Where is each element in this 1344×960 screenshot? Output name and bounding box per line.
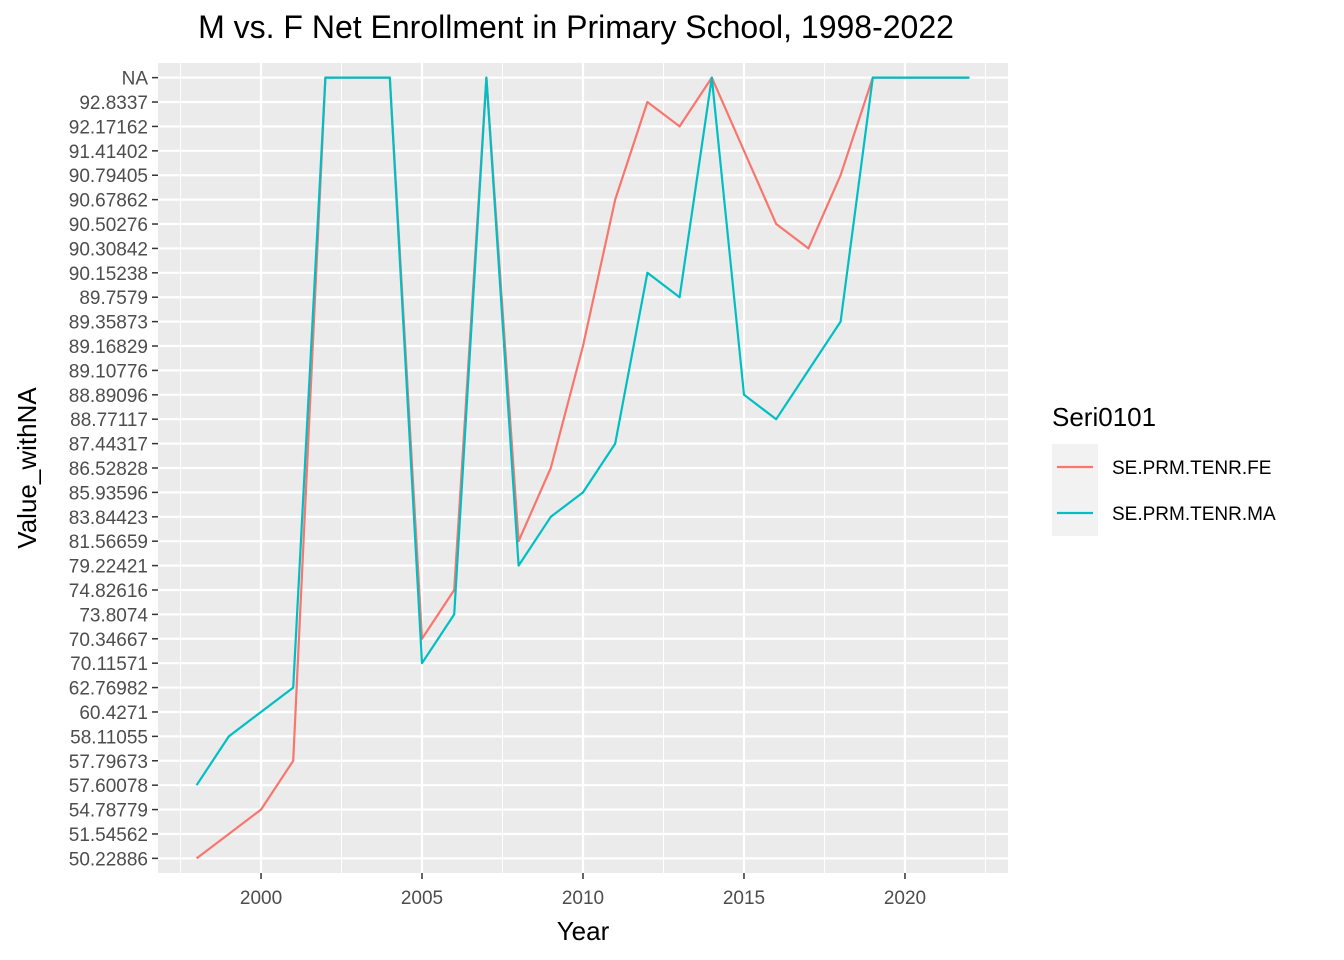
y-tick-label: 88.89096 — [69, 386, 148, 407]
x-axis-title: Year — [557, 916, 610, 946]
x-tick-label: 2020 — [884, 888, 926, 909]
y-tick-label: 88.77117 — [70, 410, 148, 431]
y-tick-label: 62.76982 — [69, 679, 148, 700]
y-tick-label: 91.41402 — [69, 142, 148, 163]
y-tick-label: 89.16829 — [69, 337, 148, 358]
y-tick-label: 90.30842 — [69, 239, 148, 260]
y-tick-label: 85.93596 — [69, 483, 148, 504]
chart-title: M vs. F Net Enrollment in Primary School… — [198, 9, 954, 45]
y-tick-label: 89.7579 — [79, 288, 148, 309]
x-tick-label: 2015 — [723, 888, 765, 909]
y-tick-label: 81.56659 — [69, 532, 148, 553]
y-tick-label: 92.17162 — [69, 117, 148, 138]
y-tick-label: 57.79673 — [69, 752, 148, 773]
x-tick-label: 2005 — [401, 888, 443, 909]
y-tick-label: 92.8337 — [79, 93, 148, 114]
y-axis-title: Value_withNA — [12, 387, 42, 549]
x-tick-label: 2010 — [562, 888, 604, 909]
y-tick-label: 79.22421 — [69, 557, 148, 578]
y-tick-label: 50.22886 — [69, 849, 148, 870]
series-line-se-prm-tenr-ma — [195, 76, 970, 786]
y-tick-label: 73.8074 — [79, 605, 148, 626]
series-lines — [195, 76, 970, 860]
y-tick-label: 90.79405 — [69, 166, 148, 187]
y-tick-label: 83.84423 — [69, 508, 148, 529]
y-tick-label: 70.11571 — [70, 654, 148, 675]
y-tick-label: 90.67862 — [69, 191, 148, 212]
y-tick-label: 70.34667 — [69, 630, 148, 651]
y-tick-label: 87.44317 — [69, 435, 148, 456]
y-tick-label: 54.78779 — [69, 801, 148, 822]
x-axis: 2000 2005 2010 2015 2020 — [240, 873, 926, 909]
y-tick-label: 74.82616 — [69, 581, 148, 602]
y-tick-label: 89.35873 — [69, 313, 148, 334]
y-tick-label: 90.50276 — [69, 215, 148, 236]
y-tick-label: 86.52828 — [69, 459, 148, 480]
y-tick-label: 51.54562 — [69, 825, 148, 846]
y-tick-label: 57.60078 — [69, 776, 148, 797]
x-tick-label: 2000 — [240, 888, 282, 909]
y-tick-label: 60.4271 — [79, 703, 148, 724]
y-tick-label: 89.10776 — [69, 361, 148, 382]
y-axis: 50.22886 51.54562 54.78779 57.60078 57.79673… — [69, 69, 158, 870]
legend-label-fe: SE.PRM.TENR.FE — [1112, 458, 1271, 479]
legend-key-background — [1052, 444, 1098, 536]
legend-label-ma: SE.PRM.TENR.MA — [1112, 504, 1276, 525]
legend: Seri0101 SE.PRM.TENR.FE SE.PRM.TENR.MA — [1052, 402, 1276, 536]
y-tick-label: NA — [122, 69, 149, 90]
y-tick-label: 90.15238 — [69, 264, 148, 285]
legend-title: Seri0101 — [1052, 402, 1156, 432]
y-tick-label: 58.11055 — [70, 727, 148, 748]
